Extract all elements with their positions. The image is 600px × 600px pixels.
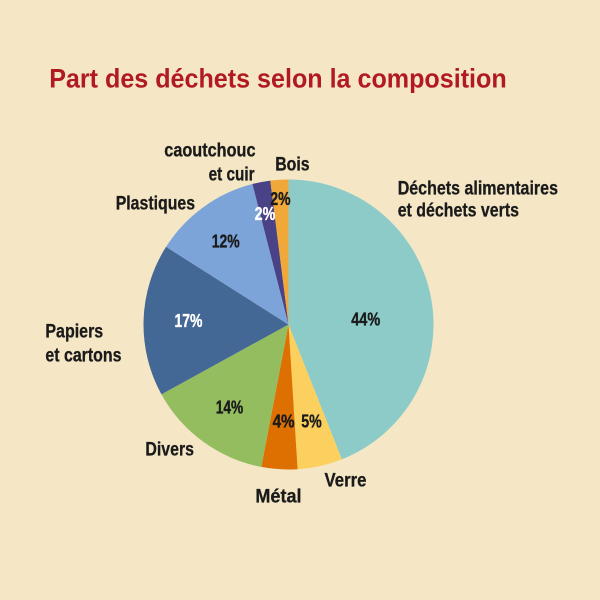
svg-text:Part des déchets selon la comp: Part des déchets selon la composition <box>49 64 507 94</box>
svg-text:Divers: Divers <box>145 439 194 460</box>
svg-text:2%: 2% <box>255 204 276 224</box>
svg-text:17%: 17% <box>175 311 203 331</box>
svg-text:Verre: Verre <box>325 470 367 491</box>
svg-text:Papiers: Papiers <box>45 322 103 343</box>
svg-text:caoutchouc: caoutchouc <box>164 140 255 161</box>
svg-text:et cuir: et cuir <box>209 165 255 186</box>
svg-text:Bois: Bois <box>275 155 309 176</box>
svg-text:2%: 2% <box>270 189 290 209</box>
svg-text:Métal: Métal <box>255 487 301 508</box>
svg-text:5%: 5% <box>301 412 322 432</box>
svg-text:Plastiques: Plastiques <box>116 193 195 214</box>
svg-text:Déchets alimentaires: Déchets alimentaires <box>398 179 558 200</box>
svg-text:et déchets verts: et déchets verts <box>398 201 519 222</box>
svg-text:12%: 12% <box>212 232 240 252</box>
svg-text:44%: 44% <box>351 310 380 330</box>
svg-text:4%: 4% <box>273 412 295 432</box>
svg-text:14%: 14% <box>216 397 244 417</box>
svg-text:et cartons: et cartons <box>45 346 121 367</box>
